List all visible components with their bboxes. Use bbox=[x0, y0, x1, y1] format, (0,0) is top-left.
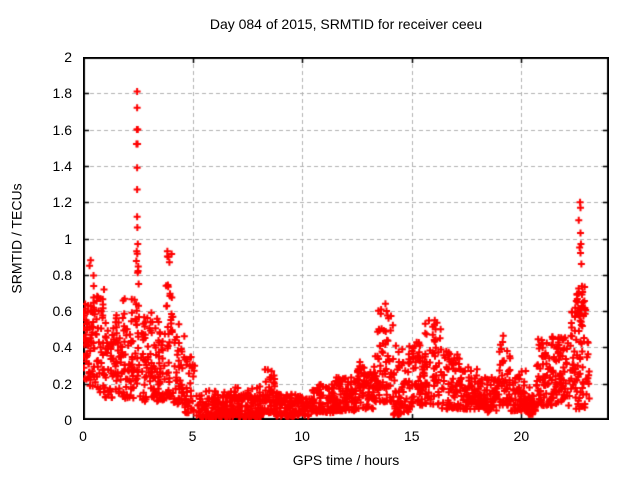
y-tick-label: 0.8 bbox=[52, 266, 72, 283]
y-tick-label: 2 bbox=[64, 49, 72, 65]
y-tick-label: 1.6 bbox=[52, 121, 72, 138]
y-tick-label: 1.2 bbox=[52, 194, 72, 211]
chart-title: Day 084 of 2015, SRMTID for receiver cee… bbox=[209, 16, 483, 32]
x-tick-label: 15 bbox=[403, 428, 420, 444]
y-tick-label: 1.8 bbox=[52, 85, 72, 102]
x-tick-label: 20 bbox=[513, 428, 530, 444]
x-axis-label: GPS time / hours bbox=[292, 452, 400, 468]
y-tick-label: 1 bbox=[64, 230, 72, 247]
x-tick-label: 0 bbox=[79, 428, 87, 444]
y-tick-label: 0.4 bbox=[52, 339, 72, 356]
y-tick-label: 0 bbox=[64, 412, 72, 428]
x-tick-label: 5 bbox=[188, 428, 197, 444]
x-tick-label: 10 bbox=[294, 428, 310, 444]
y-tick-label: 0.6 bbox=[52, 303, 72, 320]
y-tick-label: 0.2 bbox=[52, 375, 72, 392]
plot-canvas bbox=[83, 57, 609, 420]
y-tick-label: 1.4 bbox=[52, 157, 72, 174]
